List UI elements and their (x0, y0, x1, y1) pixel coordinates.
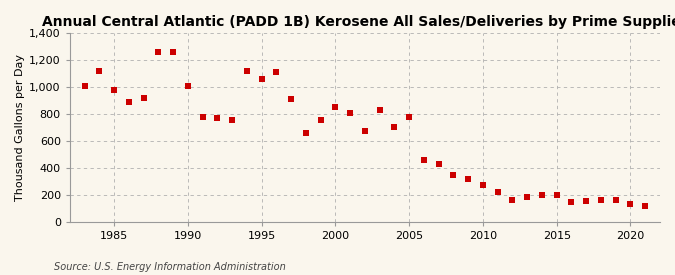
Point (477, 182, 488, 187)
Point (153, 50, 164, 55)
Point (551, 193, 562, 198)
Point (315, 118, 326, 122)
Point (300, 131, 311, 135)
Point (610, 198, 621, 202)
Point (433, 161, 444, 166)
Point (109, 88, 119, 92)
Point (197, 115, 208, 119)
Point (79, 83, 90, 88)
Point (625, 202, 636, 207)
Point (345, 110, 356, 115)
Point (522, 195, 533, 200)
Point (492, 190, 503, 194)
Point (537, 192, 547, 197)
Point (418, 158, 429, 162)
Point (227, 118, 238, 122)
Point (138, 95, 149, 100)
Point (463, 176, 474, 181)
Point (404, 115, 414, 119)
Point (271, 70, 281, 74)
Point (595, 198, 606, 202)
Point (286, 97, 296, 101)
Point (167, 50, 178, 54)
Point (94, 69, 105, 74)
Point (182, 83, 193, 88)
Text: Source: U.S. Energy Information Administration: Source: U.S. Energy Information Administ… (54, 262, 286, 272)
Point (580, 199, 591, 204)
Y-axis label: Thousand Gallons per Day: Thousand Gallons per Day (15, 54, 25, 201)
Title: Annual Central Atlantic (PADD 1B) Kerosene All Sales/Deliveries by Prime Supplie: Annual Central Atlantic (PADD 1B) Kerose… (42, 15, 675, 29)
Point (212, 116, 223, 120)
Point (124, 100, 134, 104)
Point (566, 200, 577, 204)
Point (374, 108, 385, 112)
Point (507, 198, 518, 202)
Point (389, 125, 400, 130)
Point (360, 129, 371, 134)
Point (640, 203, 651, 208)
Point (256, 77, 267, 82)
Point (242, 68, 252, 73)
Point (448, 173, 459, 177)
Point (330, 105, 341, 109)
